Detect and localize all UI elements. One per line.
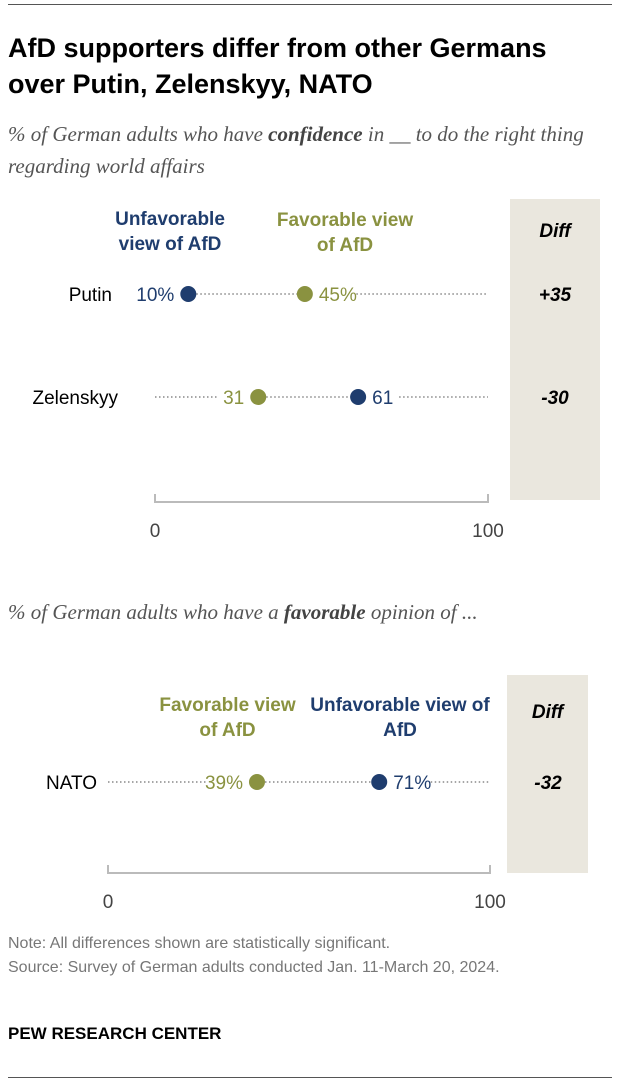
tick-label: 0: [150, 521, 161, 542]
x-axis: [107, 865, 491, 874]
dot-unfavorable: [350, 389, 367, 405]
pew-logo: PEW RESEARCH CENTER: [8, 1024, 222, 1043]
value-label: 45%: [319, 285, 357, 306]
value-label: 10%: [136, 285, 174, 306]
diff-header-2: Diff: [531, 702, 564, 723]
x-axis: [154, 494, 489, 503]
value-label: 39%: [205, 773, 243, 794]
top-rule: [8, 4, 612, 5]
source: Source: Survey of German adults conducte…: [8, 959, 500, 976]
diff-value: -30: [541, 388, 569, 409]
dot-favorable: [250, 389, 267, 405]
bottom-rule: [8, 1077, 612, 1078]
dot-favorable: [296, 286, 313, 302]
value-label: 31: [223, 388, 244, 409]
subtitle-1: % of German adults who have confidence i…: [8, 122, 584, 178]
category-label: Putin: [69, 285, 112, 306]
dot-favorable: [248, 774, 265, 790]
category-label: NATO: [46, 773, 97, 794]
legend-favorable-1: Favorable view of AfD: [276, 210, 414, 256]
note: Note: All differences shown are statisti…: [8, 935, 391, 952]
legend-unfavorable-2: Unfavorable view of AfD: [310, 695, 490, 741]
dot-unfavorable: [371, 774, 388, 790]
legend-unfavorable-1: Unfavorable view of AfD: [115, 209, 225, 255]
value-label: 61: [372, 388, 393, 409]
diff-value: +35: [539, 285, 572, 306]
subtitle-2: % of German adults who have a favorable …: [8, 600, 478, 624]
diff-column-1: [510, 199, 600, 500]
tick-label: 100: [472, 521, 504, 542]
diff-value: -32: [534, 773, 562, 794]
tick-label: 0: [103, 892, 114, 913]
chart-title: AfD supporters differ from other Germans…: [8, 33, 547, 99]
category-label: Zelenskyy: [32, 388, 118, 409]
diff-column-2: [507, 675, 588, 873]
dot-unfavorable: [180, 286, 197, 302]
diff-header-1: Diff: [539, 221, 571, 242]
value-label: 71%: [393, 773, 431, 794]
tick-label: 100: [474, 892, 506, 913]
legend-favorable-2: Favorable view of AfD: [159, 695, 296, 741]
